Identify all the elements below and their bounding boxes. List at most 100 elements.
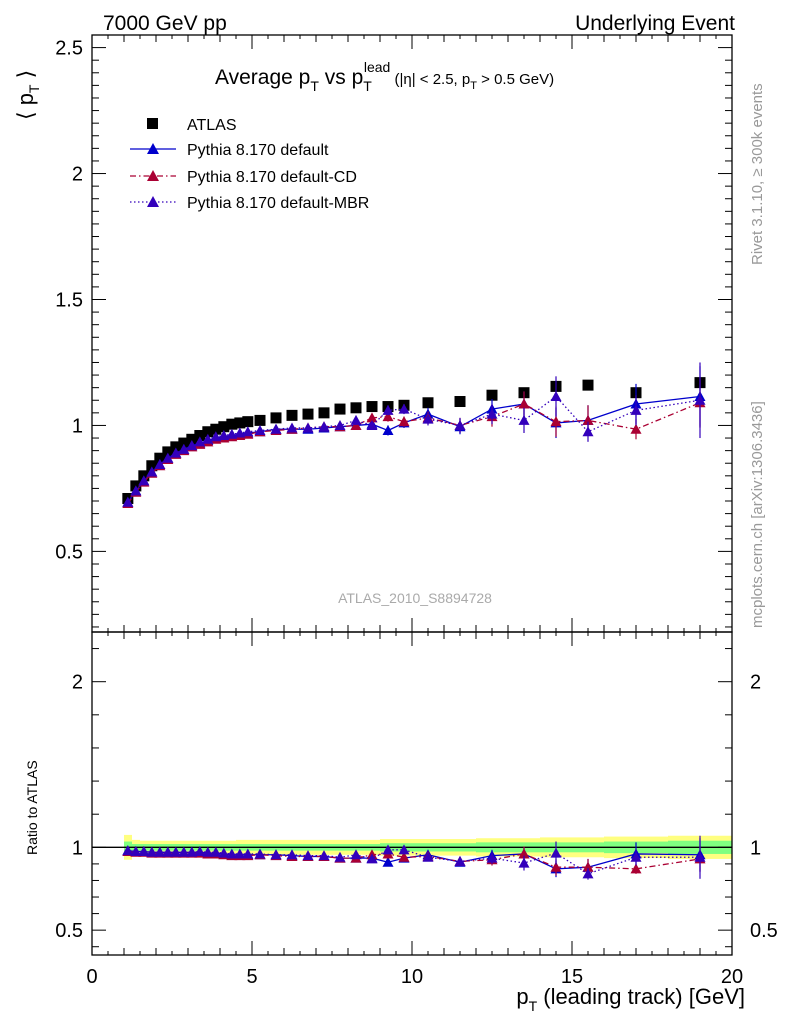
data-point-mbr: [242, 426, 254, 437]
data-point-atlas: [202, 426, 214, 438]
data-point-atlas: [318, 407, 330, 419]
data-point-mbr: [138, 845, 150, 856]
ratio-ylabel: Ratio to ATLAS: [24, 760, 40, 855]
data-point-mbr: [218, 430, 230, 441]
data-point-cd: [630, 423, 642, 434]
series-line-default: [127, 395, 701, 503]
data-point-mbr: [334, 419, 346, 430]
data-point-mbr: [234, 427, 246, 438]
data-point-mbr: [194, 436, 206, 447]
legend: ATLAS Pythia 8.170 default Pythia 8.170 …: [130, 117, 369, 212]
data-point-mbr: [234, 848, 246, 859]
data-point-mbr: [186, 846, 198, 857]
data-point-mbr: [350, 414, 362, 425]
data-point-atlas: [454, 396, 466, 408]
data-point-mbr: [154, 846, 166, 857]
data-point-cd: [382, 411, 394, 422]
data-point-mbr: [422, 413, 434, 424]
ratio-series-layer: [122, 835, 706, 880]
x-axis-label: pT (leading track) [GeV]: [516, 984, 745, 1014]
legend-marker-atlas: [147, 118, 158, 129]
header-left: 7000 GeV pp: [103, 12, 227, 35]
data-point-cd: [550, 861, 562, 872]
ratio-y-tick-label-right: 2: [750, 672, 761, 694]
data-point-atlas: [226, 418, 238, 430]
legend-marker-default: [147, 143, 159, 154]
data-point-atlas: [422, 397, 434, 409]
data-point-mbr: [422, 851, 434, 862]
data-point-atlas: [302, 408, 314, 420]
data-point-atlas: [270, 412, 282, 424]
data-point-mbr: [210, 431, 222, 442]
ratio-y-tick-label-right: 1: [750, 837, 761, 859]
data-point-cd: [398, 851, 410, 862]
data-point-mbr: [550, 847, 562, 858]
series-line-mbr: [127, 849, 700, 875]
x-tick-label: 0: [86, 966, 97, 988]
data-point-atlas: [154, 452, 166, 464]
data-point-mbr: [286, 849, 298, 860]
main-y-tick-label: 1.5: [55, 289, 83, 311]
x-tick-label: 10: [401, 966, 423, 988]
legend-marker-cd: [147, 170, 159, 181]
legend-label-atlas: ATLAS: [187, 117, 237, 134]
data-point-atlas: [146, 460, 158, 472]
data-point-mbr: [130, 485, 142, 496]
data-point-mbr: [202, 433, 214, 444]
series-mbr: [122, 835, 706, 880]
data-point-mbr: [382, 844, 394, 855]
data-point-mbr: [366, 853, 378, 864]
data-point-mbr: [518, 414, 530, 425]
data-point-atlas: [350, 402, 362, 414]
series-mbr: [122, 362, 706, 507]
series-line-cd: [127, 850, 701, 870]
data-point-atlas: [254, 414, 266, 426]
data-point-atlas: [582, 379, 594, 391]
data-point-mbr: [318, 421, 330, 432]
data-point-atlas: [486, 389, 498, 401]
main-ylabel: ⟨ pT ⟩: [13, 70, 42, 120]
data-point-mbr: [486, 852, 498, 863]
ratio-y-tick-label-right: 0.5: [750, 920, 778, 942]
data-point-mbr: [170, 846, 182, 857]
data-point-atlas: [210, 423, 222, 435]
axes-layer: 0 5 10 15 20 0.5 1 1.5 2 2.5 0.5 0.5 1 1 2 2: [55, 34, 778, 988]
data-point-mbr: [170, 447, 182, 458]
data-point-mbr: [582, 868, 594, 879]
data-point-mbr: [210, 846, 222, 857]
data-point-mbr: [302, 850, 314, 861]
data-point-mbr: [318, 850, 330, 861]
data-point-atlas: [162, 446, 174, 458]
data-point-cd: [518, 398, 530, 409]
data-point-atlas: [170, 441, 182, 453]
data-point-mbr: [242, 848, 254, 859]
main-y-tick-label: 1: [72, 415, 83, 437]
data-point-mbr: [254, 848, 266, 859]
data-point-cd: [398, 416, 410, 427]
data-point-mbr: [194, 845, 206, 856]
data-point-mbr: [226, 428, 238, 439]
data-point-mbr: [154, 458, 166, 469]
legend-label-cd: Pythia 8.170 default-CD: [187, 169, 357, 186]
ratio-y-tick-label-left: 0.5: [55, 920, 83, 942]
analysis-watermark: ATLAS_2010_S8894728: [338, 590, 492, 606]
data-point-mbr: [186, 440, 198, 451]
ratio-y-tick-label-left: 1: [72, 837, 83, 859]
data-point-mbr: [122, 496, 134, 507]
data-point-atlas: [334, 403, 346, 415]
data-point-mbr: [122, 845, 134, 856]
data-point-mbr: [454, 419, 466, 430]
data-point-atlas: [234, 417, 246, 429]
data-point-atlas: [242, 416, 254, 428]
data-point-cd: [582, 414, 594, 425]
data-point-mbr: [382, 404, 394, 415]
data-point-cd: [630, 863, 642, 874]
data-point-mbr: [630, 404, 642, 415]
header-right: Underlying Event: [575, 12, 735, 35]
data-point-atlas: [194, 430, 206, 442]
main-y-tick-label: 2: [72, 164, 83, 186]
data-point-mbr: [254, 424, 266, 435]
main-series-layer: [122, 362, 706, 509]
data-point-default: [382, 856, 394, 867]
